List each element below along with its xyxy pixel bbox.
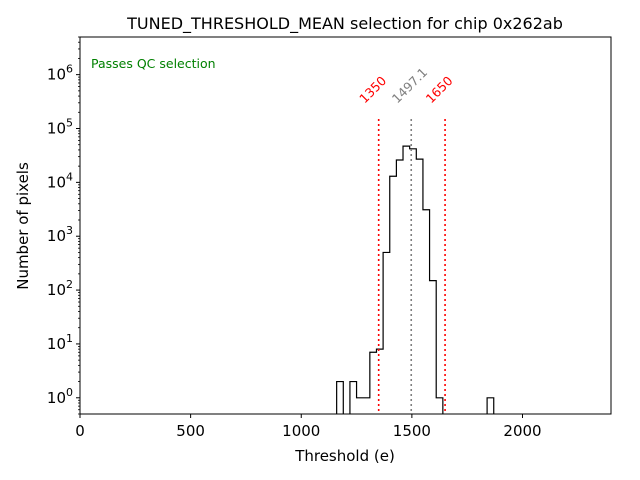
x-tick-label: 1000 — [282, 422, 320, 440]
y-tick-label: 101 — [47, 332, 73, 353]
vline-label-1650: 1650 — [423, 73, 456, 106]
y-tick-label: 104 — [47, 170, 73, 191]
histogram-bars — [349, 145, 444, 414]
histogram-bars — [336, 380, 344, 414]
x-tick-label: 2000 — [503, 422, 541, 440]
x-tick-label: 500 — [176, 422, 205, 440]
y-tick-label: 103 — [47, 224, 73, 245]
y-axis-label: Number of pixels — [14, 162, 32, 290]
y-tick-label: 100 — [47, 386, 73, 407]
chart-title: TUNED_THRESHOLD_MEAN selection for chip … — [126, 14, 563, 34]
x-tick-label: 1500 — [393, 422, 431, 440]
x-tick-label: 0 — [75, 422, 85, 440]
qc-annotation: Passes QC selection — [91, 56, 216, 71]
y-tick-label: 105 — [47, 117, 73, 138]
x-axis-label: Threshold (e) — [294, 447, 395, 465]
vline-label-1497.1: 1497.1 — [389, 65, 431, 107]
histogram-bars — [486, 397, 495, 414]
vline-label-1350: 1350 — [356, 73, 389, 106]
y-tick-label: 106 — [47, 63, 73, 84]
y-tick-label: 102 — [47, 278, 73, 299]
axes-frame — [79, 36, 612, 415]
